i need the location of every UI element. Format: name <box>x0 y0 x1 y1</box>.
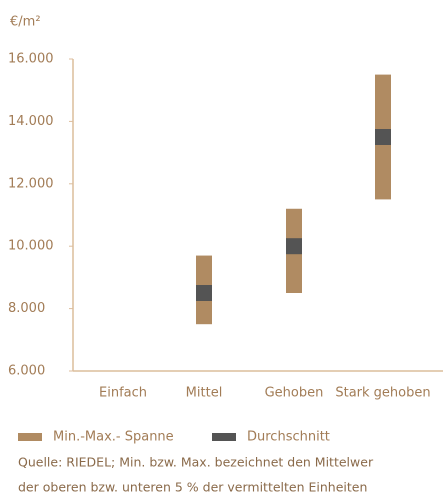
y-tick-label: 14.000 <box>8 114 54 129</box>
source-note: der oberen bzw. unteren 5 % der vermitte… <box>18 480 367 495</box>
x-tick-label: Mittel <box>186 386 223 401</box>
x-tick-label: Gehoben <box>265 386 324 401</box>
average-mark <box>196 285 212 301</box>
legend-swatch <box>212 433 236 441</box>
y-tick-label: 12.000 <box>8 176 54 191</box>
source-note: Quelle: RIEDEL; Min. bzw. Max. bezeichne… <box>18 455 374 470</box>
legend-label: Durchschnitt <box>247 430 330 445</box>
y-tick-label: 8.000 <box>8 301 45 316</box>
legend-swatch <box>18 433 42 441</box>
average-mark <box>375 129 391 145</box>
legend-label: Min.-Max.- Spanne <box>53 430 174 445</box>
y-tick-label: 16.000 <box>8 52 54 67</box>
x-tick-label: Einfach <box>99 386 147 401</box>
x-tick-label: Stark gehoben <box>335 386 430 401</box>
average-mark <box>286 238 302 255</box>
y-axis-unit: €/m² <box>10 15 41 30</box>
y-tick-label: 6.000 <box>8 364 45 379</box>
y-tick-label: 10.000 <box>8 239 54 254</box>
